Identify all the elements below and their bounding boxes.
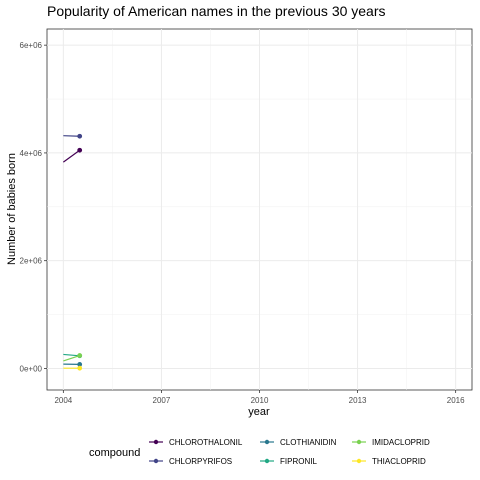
x-axis-title: year — [248, 406, 270, 418]
x-tick-label: 2007 — [153, 396, 171, 405]
y-axis-title: Number of babies born — [6, 153, 18, 265]
legend-key-point — [356, 439, 362, 445]
legend-label: CHLOROTHALONIL — [169, 438, 243, 447]
y-tick-label: 4e+06 — [20, 149, 43, 158]
legend: compound CHLOROTHALONIL CHLORPYRIFOS CLOTH… — [89, 438, 430, 466]
legend-key-point — [153, 439, 159, 445]
y-tick-label: 6e+06 — [20, 41, 43, 50]
chart-title: Popularity of American names in the prev… — [47, 3, 386, 19]
series-line — [63, 135, 80, 137]
series-point — [77, 353, 83, 358]
legend-label: FIPRONIL — [280, 457, 317, 466]
series-point — [77, 133, 83, 139]
legend-key-point — [153, 458, 159, 464]
series-point — [77, 147, 83, 153]
x-tick-label: 2016 — [447, 396, 465, 405]
legend-label: CHLORPYRIFOS — [169, 457, 232, 466]
series-line — [63, 353, 80, 357]
legend-label: THIACLOPRID — [372, 457, 426, 466]
series-line — [63, 354, 80, 362]
legend-title: compound — [89, 447, 140, 459]
x-axis: 2004 2007 2010 2013 2016 — [54, 390, 465, 405]
x-tick-label: 2013 — [349, 396, 367, 405]
series-point — [77, 362, 83, 367]
y-tick-label: 2e+06 — [20, 257, 43, 266]
x-tick-label: 2010 — [251, 396, 269, 405]
legend-key-point — [264, 439, 270, 445]
legend-label: IMIDACLOPRID — [372, 438, 430, 447]
x-tick-label: 2004 — [54, 396, 72, 405]
major-gridlines — [47, 29, 472, 390]
y-tick-label: 0e+00 — [20, 364, 43, 373]
series-layer — [62, 133, 83, 371]
y-axis: 0e+00 2e+06 4e+06 6e+06 — [20, 41, 47, 373]
legend-key-point — [264, 458, 270, 464]
legend-key-point — [356, 458, 362, 464]
series-point — [77, 365, 83, 371]
legend-label: CLOTHIANIDIN — [280, 438, 337, 447]
series-line — [62, 149, 81, 163]
